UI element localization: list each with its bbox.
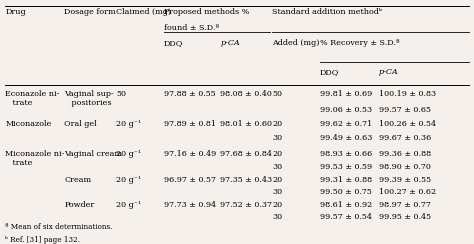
Text: 20: 20 bbox=[273, 176, 283, 184]
Text: 99.67 ± 0.36: 99.67 ± 0.36 bbox=[379, 134, 431, 142]
Text: 99.57 ± 0.54: 99.57 ± 0.54 bbox=[319, 213, 372, 221]
Text: 99.50 ± 0.75: 99.50 ± 0.75 bbox=[319, 188, 372, 196]
Text: 97.89 ± 0.81: 97.89 ± 0.81 bbox=[164, 120, 216, 128]
Text: DDQ: DDQ bbox=[164, 39, 183, 47]
Text: 97.35 ± 0.43: 97.35 ± 0.43 bbox=[220, 176, 273, 184]
Text: 30: 30 bbox=[273, 163, 283, 171]
Text: p-CA: p-CA bbox=[379, 68, 399, 76]
Text: 99.95 ± 0.45: 99.95 ± 0.45 bbox=[379, 213, 431, 221]
Text: 99.39 ± 0.55: 99.39 ± 0.55 bbox=[379, 176, 431, 184]
Text: Drug: Drug bbox=[5, 8, 26, 16]
Text: 20 g⁻¹: 20 g⁻¹ bbox=[117, 176, 142, 184]
Text: 98.97 ± 0.77: 98.97 ± 0.77 bbox=[379, 201, 431, 209]
Text: 99.49 ± 0.63: 99.49 ± 0.63 bbox=[319, 134, 372, 142]
Text: 98.90 ± 0.70: 98.90 ± 0.70 bbox=[379, 163, 431, 171]
Text: 97.88 ± 0.55: 97.88 ± 0.55 bbox=[164, 90, 216, 98]
Text: 99.53 ± 0.59: 99.53 ± 0.59 bbox=[319, 163, 372, 171]
Text: Claimed (mg): Claimed (mg) bbox=[117, 8, 172, 16]
Text: 20 g⁻¹: 20 g⁻¹ bbox=[117, 201, 142, 209]
Text: Econazole ni-
   trate: Econazole ni- trate bbox=[5, 90, 60, 107]
Text: Added (mg): Added (mg) bbox=[273, 39, 320, 47]
Text: Standard addition methodᵇ: Standard addition methodᵇ bbox=[273, 8, 383, 16]
Text: 30: 30 bbox=[273, 134, 283, 142]
Text: 99.57 ± 0.65: 99.57 ± 0.65 bbox=[379, 105, 431, 113]
Text: Dosage form: Dosage form bbox=[64, 8, 116, 16]
Text: 97.52 ± 0.37: 97.52 ± 0.37 bbox=[220, 201, 273, 209]
Text: 20: 20 bbox=[273, 120, 283, 128]
Text: DDQ: DDQ bbox=[319, 68, 339, 76]
Text: Miconazole: Miconazole bbox=[5, 120, 52, 128]
Text: 96.97 ± 0.57: 96.97 ± 0.57 bbox=[164, 176, 216, 184]
Text: 20 g⁻¹: 20 g⁻¹ bbox=[117, 150, 142, 158]
Text: ª Mean of six determinations.: ª Mean of six determinations. bbox=[5, 223, 113, 231]
Text: 98.93 ± 0.66: 98.93 ± 0.66 bbox=[319, 150, 372, 158]
Text: 99.31 ± 0.88: 99.31 ± 0.88 bbox=[319, 176, 372, 184]
Text: 97.16 ± 0.49: 97.16 ± 0.49 bbox=[164, 150, 216, 158]
Text: Cream: Cream bbox=[64, 176, 91, 184]
Text: Proposed methods %: Proposed methods % bbox=[164, 8, 249, 16]
Text: Vaginal cream: Vaginal cream bbox=[64, 150, 122, 158]
Text: 100.27 ± 0.62: 100.27 ± 0.62 bbox=[379, 188, 436, 196]
Text: 20 g⁻¹: 20 g⁻¹ bbox=[117, 120, 142, 128]
Text: 30: 30 bbox=[273, 213, 283, 221]
Text: 30: 30 bbox=[273, 188, 283, 196]
Text: Oral gel: Oral gel bbox=[64, 120, 97, 128]
Text: 98.61 ± 0.92: 98.61 ± 0.92 bbox=[319, 201, 372, 209]
Text: Miconazole ni-
   trate: Miconazole ni- trate bbox=[5, 150, 65, 167]
Text: 50: 50 bbox=[273, 90, 283, 98]
Text: Vaginal sup-
   positories: Vaginal sup- positories bbox=[64, 90, 114, 107]
Text: 100.19 ± 0.83: 100.19 ± 0.83 bbox=[379, 90, 436, 98]
Text: 20: 20 bbox=[273, 201, 283, 209]
Text: found ± S.D.ª: found ± S.D.ª bbox=[164, 24, 219, 32]
Text: 98.08 ± 0.40: 98.08 ± 0.40 bbox=[220, 90, 273, 98]
Text: % Recovery ± S.D.ª: % Recovery ± S.D.ª bbox=[319, 39, 399, 47]
Text: 99.06 ± 0.53: 99.06 ± 0.53 bbox=[319, 105, 372, 113]
Text: 99.81 ± 0.69: 99.81 ± 0.69 bbox=[319, 90, 372, 98]
Text: p-CA: p-CA bbox=[220, 39, 240, 47]
Text: 50: 50 bbox=[117, 90, 127, 98]
Text: 97.68 ± 0.84: 97.68 ± 0.84 bbox=[220, 150, 273, 158]
Text: 100.26 ± 0.54: 100.26 ± 0.54 bbox=[379, 120, 436, 128]
Text: 99.62 ± 0.71: 99.62 ± 0.71 bbox=[319, 120, 372, 128]
Text: 98.01 ± 0.60: 98.01 ± 0.60 bbox=[220, 120, 273, 128]
Text: Powder: Powder bbox=[64, 201, 95, 209]
Text: 20: 20 bbox=[273, 150, 283, 158]
Text: 99.36 ± 0.88: 99.36 ± 0.88 bbox=[379, 150, 431, 158]
Text: 97.73 ± 0.94: 97.73 ± 0.94 bbox=[164, 201, 216, 209]
Text: ᵇ Ref. [31] page 132.: ᵇ Ref. [31] page 132. bbox=[5, 236, 80, 244]
